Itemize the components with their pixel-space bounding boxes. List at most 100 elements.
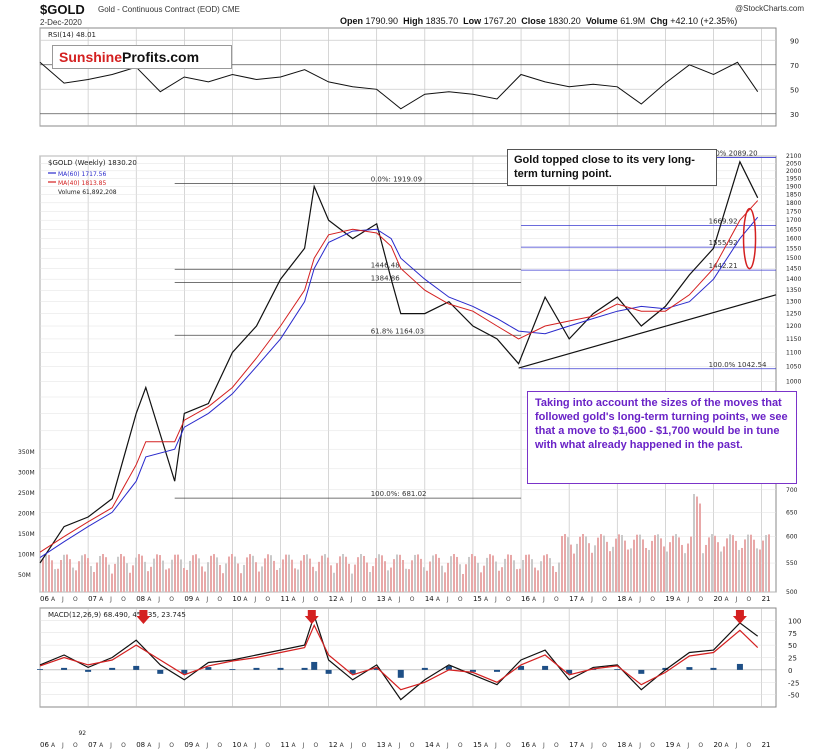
volume-bar: [396, 554, 398, 592]
volume-bar: [252, 555, 254, 592]
x-month-label: J: [494, 596, 497, 603]
volume-bar: [756, 548, 758, 592]
macd-histogram-bar: [133, 665, 140, 670]
x-year-label: 12: [329, 595, 338, 603]
volume-bar: [732, 535, 734, 592]
price-tick-label: 1700: [786, 217, 801, 224]
volume-bar: [693, 494, 695, 592]
volume-bar: [567, 537, 569, 592]
price-tick-label: 1050: [786, 364, 801, 371]
volume-bar: [555, 571, 557, 592]
volume-tick-label: 300M: [18, 470, 35, 477]
x-year-label: 16: [521, 741, 530, 749]
volume-bar: [249, 554, 251, 592]
support-trendline: [518, 294, 777, 369]
volume-bar: [468, 556, 470, 592]
price-tick-label: 500: [786, 589, 798, 596]
volume-bar: [219, 564, 221, 592]
volume-bar: [99, 555, 101, 592]
volume-bar: [723, 546, 725, 592]
volume-bar: [279, 567, 281, 592]
x-month-label: J: [542, 742, 545, 749]
volume-bar: [570, 544, 572, 592]
fib-recent-label: 1669.92: [709, 218, 738, 226]
x-month-label: A: [580, 742, 585, 749]
price-tick-label: 1550: [786, 245, 801, 252]
volume-bar: [669, 542, 671, 592]
volume-bar: [264, 558, 266, 592]
x-year-label: 10: [232, 595, 241, 603]
volume-bar: [753, 539, 755, 592]
volume-bar: [129, 572, 131, 592]
volume-bar: [390, 567, 392, 592]
x-month-label: A: [340, 742, 345, 749]
x-month-label: A: [340, 596, 345, 603]
volume-bar: [663, 546, 665, 592]
volume-bar: [438, 557, 440, 592]
volume-bar: [594, 545, 596, 592]
volume-bar: [393, 559, 395, 592]
volume-bar: [258, 571, 260, 592]
x-month-label: A: [628, 742, 633, 749]
x-month-label: J: [109, 596, 112, 603]
x-month-label: O: [746, 742, 751, 749]
x-year-label: 15: [473, 595, 482, 603]
x-month-label: J: [734, 742, 737, 749]
volume-bar: [375, 558, 377, 592]
x-month-label: A: [532, 742, 537, 749]
x-month-label: A: [195, 742, 200, 749]
volume-bar: [93, 571, 95, 592]
volume-bar: [48, 554, 50, 592]
volume-bar: [267, 554, 269, 592]
price-tick-label: 1300: [786, 299, 801, 306]
x-month-label: O: [650, 596, 655, 603]
fib-label: 61.8% 1164.03: [371, 327, 424, 335]
x-month-label: O: [217, 742, 222, 749]
volume-bar: [261, 566, 263, 592]
volume-bar: [225, 563, 227, 592]
volume-bar: [42, 558, 44, 592]
price-tick-label: 1100: [786, 349, 801, 356]
volume-bar: [135, 557, 137, 592]
macd-histogram-bar: [710, 667, 717, 670]
price-tick-label: 1600: [786, 236, 801, 243]
volume-bar: [207, 562, 209, 592]
fib-recent-label: 1555.92: [709, 239, 738, 247]
volume-bar: [546, 554, 548, 592]
x-month-label: O: [73, 742, 78, 749]
volume-bar: [276, 569, 278, 592]
volume-bar: [378, 554, 380, 592]
macd-tick-label: -50: [788, 692, 799, 700]
volume-bar: [717, 542, 719, 592]
volume-bar: [72, 567, 74, 592]
volume-bar: [711, 534, 713, 592]
volume-tick-label: 50M: [18, 572, 31, 579]
price-tick-label: 1850: [786, 192, 801, 199]
volume-bar: [273, 560, 275, 592]
volume-bar: [435, 554, 437, 592]
volume-bar: [189, 560, 191, 592]
x-month-label: O: [314, 596, 319, 603]
volume-bar: [303, 555, 305, 592]
price-tick-label: 1150: [786, 336, 801, 343]
volume-bar: [294, 568, 296, 592]
volume-bar: [312, 566, 314, 592]
volume-bar: [345, 556, 347, 592]
x-month-label: A: [147, 742, 152, 749]
volume-bar: [228, 556, 230, 592]
x-month-label: A: [147, 596, 152, 603]
volume-bar: [504, 558, 506, 592]
x-year-label: 09: [184, 595, 193, 603]
volume-bar: [666, 551, 668, 592]
date-label: 2-Dec-2020: [40, 18, 82, 27]
x-month-label: O: [458, 742, 463, 749]
volume-bar: [531, 559, 533, 592]
volume-bar: [105, 557, 107, 592]
volume-bar: [210, 555, 212, 592]
volume-bar: [540, 561, 542, 592]
x-month-label: J: [686, 596, 689, 603]
volume-bar: [357, 557, 359, 592]
volume-bar: [558, 562, 560, 592]
volume-bar: [417, 554, 419, 592]
